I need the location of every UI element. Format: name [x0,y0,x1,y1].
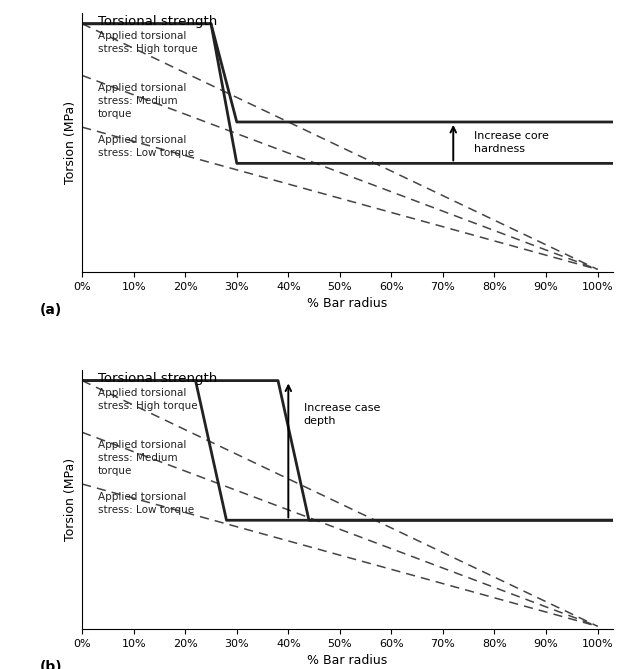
Text: (b): (b) [40,660,63,669]
Text: Applied torsional
stress: Medium
torque: Applied torsional stress: Medium torque [97,440,186,476]
Text: Applied torsional
stress: Low torque: Applied torsional stress: Low torque [97,492,194,514]
Text: (a): (a) [40,303,62,317]
Text: Increase core
hardness: Increase core hardness [474,131,549,155]
Text: Applied torsional
stress: High torque: Applied torsional stress: High torque [97,31,197,54]
Text: Torsional strength: Torsional strength [97,371,217,385]
Text: Applied torsional
stress: Low torque: Applied torsional stress: Low torque [97,135,194,158]
Y-axis label: Torsion (MPa): Torsion (MPa) [64,458,76,541]
Text: Increase case
depth: Increase case depth [304,403,380,425]
Text: Applied torsional
stress: Medium
torque: Applied torsional stress: Medium torque [97,83,186,119]
Text: Applied torsional
stress: High torque: Applied torsional stress: High torque [97,389,197,411]
X-axis label: % Bar radius: % Bar radius [308,654,387,667]
Y-axis label: Torsion (MPa): Torsion (MPa) [64,101,76,184]
X-axis label: % Bar radius: % Bar radius [308,297,387,310]
Text: Torsional strength: Torsional strength [97,15,217,27]
